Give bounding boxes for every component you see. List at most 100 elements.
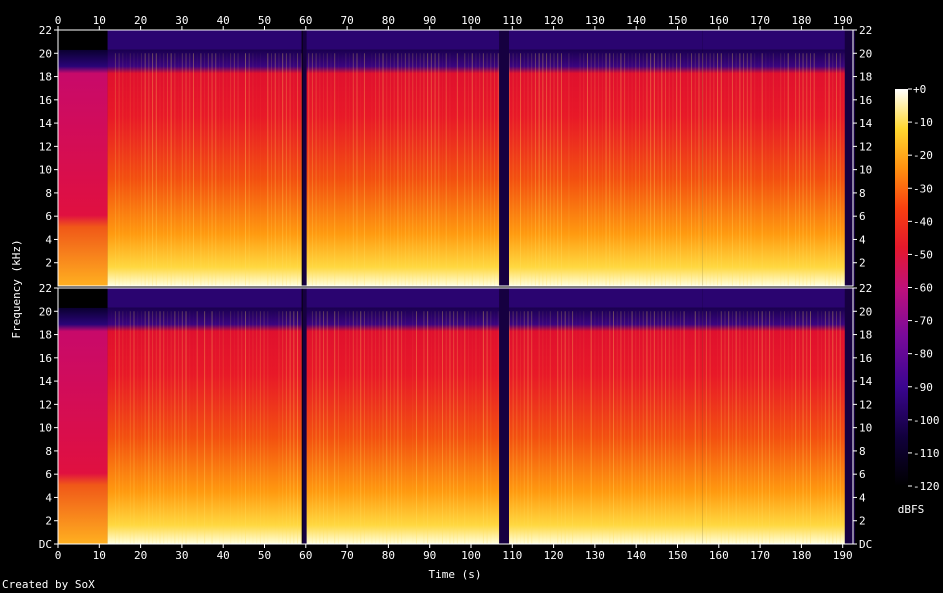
x-tick-label-bottom: 40	[217, 549, 230, 562]
silence-2	[844, 30, 856, 286]
colorbar	[895, 89, 908, 486]
colorbar-ticks: +0 -10 -20 -30 -40 -50 -60 -70 -80 -90 -100 -110 -12…	[908, 83, 940, 493]
x-tick-label-bottom: 120	[544, 549, 564, 562]
y-tick-label-right: 22	[859, 282, 872, 295]
x-tick-label-bottom: 30	[175, 549, 188, 562]
segment-music-2	[305, 307, 500, 544]
y-tick-label-right: 6	[859, 210, 866, 223]
silence-2	[844, 288, 856, 544]
x-tick-label-top: 190	[833, 14, 853, 27]
hf-band-1	[107, 288, 302, 308]
colorbar-tick-label: -10	[913, 116, 933, 129]
y-tick-label-left: 8	[45, 445, 52, 458]
x-axis-label: Time (s)	[429, 568, 482, 581]
x-tick-label-bottom: 50	[258, 549, 271, 562]
y-tick-label-left: 6	[45, 210, 52, 223]
segment-music-4	[508, 307, 703, 544]
segment-music-1	[107, 307, 302, 544]
hf-band-4	[508, 30, 703, 50]
y-tick-label-left: 4	[45, 491, 52, 504]
x-tick-label-bottom: 80	[382, 549, 395, 562]
x-tick-label-top: 60	[299, 14, 312, 27]
hf-band-2	[305, 30, 500, 50]
x-tick-label-bottom: 160	[709, 549, 729, 562]
channel-panel-1	[57, 29, 856, 287]
y-tick-label-right: 8	[859, 445, 866, 458]
segment-music-2	[305, 49, 500, 287]
x-tick-label-top: 20	[134, 14, 147, 27]
x-tick-label-top: 0	[55, 14, 62, 27]
x-tick-label-top: 120	[544, 14, 564, 27]
y-axis-label: Frequency (kHz)	[10, 239, 23, 338]
colorbar-tick-label: -30	[913, 182, 933, 195]
colorbar-tick-label: -90	[913, 381, 933, 394]
segment-music-4	[508, 49, 703, 287]
y-tick-label-right: 2	[859, 257, 866, 270]
x-tick-label-top: 150	[668, 14, 688, 27]
y-tick-label-left: 12	[39, 140, 52, 153]
hf-band-2	[305, 288, 500, 308]
colorbar-tick-label: -50	[913, 248, 933, 261]
colorbar-tick-label: -60	[913, 282, 933, 295]
y-tick-label-right: 16	[859, 94, 872, 107]
y-tick-label-right: 4	[859, 491, 866, 504]
hf-band-0	[58, 30, 108, 50]
x-tick-label-bottom: 60	[299, 549, 312, 562]
hf-band-5	[702, 30, 847, 50]
colorbar-tick-label: -110	[913, 447, 940, 460]
x-tick-label-top: 100	[461, 14, 481, 27]
hf-band-4	[508, 288, 703, 308]
y-tick-label-left: DC	[39, 538, 52, 551]
segment-music-5	[702, 307, 847, 544]
colorbar-tick-label: -20	[913, 149, 933, 162]
x-tick-label-bottom: 10	[93, 549, 106, 562]
x-tick-label-top: 80	[382, 14, 395, 27]
colorbar-label: dBFS	[898, 503, 925, 516]
channel-panel-2	[57, 287, 856, 545]
silence-0	[302, 288, 307, 544]
y-tick-label-right: 22	[859, 24, 872, 37]
x-tick-label-bottom: 180	[791, 549, 811, 562]
x-tick-label-bottom: 20	[134, 549, 147, 562]
y-tick-label-left: 20	[39, 47, 52, 60]
y-tick-label-left: 6	[45, 468, 52, 481]
y-tick-label-right: 14	[859, 375, 873, 388]
y-tick-label-left: 22	[39, 282, 52, 295]
y-tick-label-left: 16	[39, 352, 52, 365]
x-tick-label-top: 170	[750, 14, 770, 27]
colorbar-tick-label: -120	[913, 480, 940, 493]
colorbar-tick-label: -70	[913, 315, 933, 328]
y-tick-label-left: 16	[39, 94, 52, 107]
colorbar-tick-label: -100	[913, 414, 940, 427]
x-tick-label-top: 30	[175, 14, 188, 27]
x-tick-label-top: 10	[93, 14, 106, 27]
y-tick-label-right: 6	[859, 468, 866, 481]
y-tick-label-right: 4	[859, 233, 866, 246]
y-tick-label-left: 2	[45, 257, 52, 270]
x-tick-label-top: 130	[585, 14, 605, 27]
panel-frame	[57, 29, 854, 287]
silence-0	[302, 30, 307, 286]
x-tick-label-top: 160	[709, 14, 729, 27]
x-tick-label-bottom: 100	[461, 549, 481, 562]
y-tick-label-left: 14	[39, 375, 53, 388]
silence-1	[499, 288, 509, 544]
sox-credit: Created by SoX	[2, 578, 95, 591]
x-tick-label-top: 180	[791, 14, 811, 27]
hf-band-1	[107, 30, 302, 50]
y-tick-label-right: DC	[859, 538, 872, 551]
y-tick-label-right: 12	[859, 398, 872, 411]
y-tick-label-right: 8	[859, 187, 866, 200]
y-tick-label-right: 18	[859, 71, 872, 84]
hf-band-0	[58, 288, 108, 308]
x-tick-label-bottom: 110	[502, 549, 522, 562]
y-tick-label-left: 10	[39, 164, 52, 177]
y-tick-label-left: 8	[45, 187, 52, 200]
colorbar-tick-label: -80	[913, 348, 933, 361]
x-tick-label-bottom: 190	[833, 549, 853, 562]
x-tick-label-top: 140	[626, 14, 646, 27]
segment-intro-0	[58, 307, 108, 544]
panel-frame	[57, 287, 854, 545]
